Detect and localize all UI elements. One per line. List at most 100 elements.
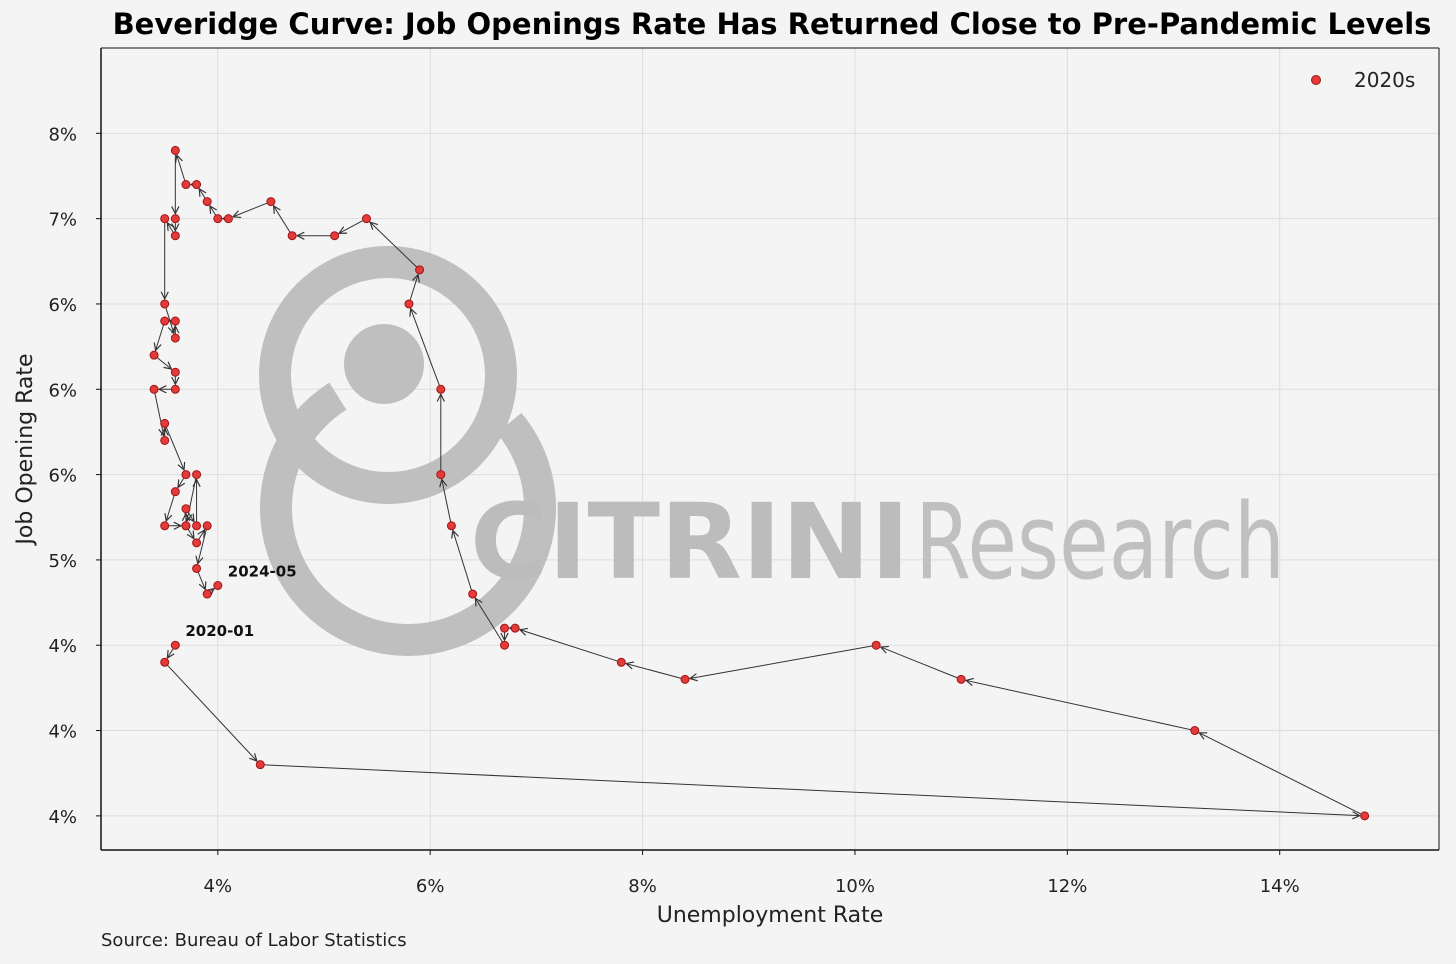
series-arrow-40 <box>164 423 184 470</box>
citrini-watermark: CITRINI Research <box>259 246 1285 656</box>
y-axis-ticks: 4% 4% 4% 5% 6% 6% 6% 7% 8% <box>48 124 101 828</box>
data-point-41 <box>181 470 191 480</box>
series-path <box>153 150 1365 817</box>
series-arrow-5 <box>881 647 962 680</box>
data-point-3 <box>1360 811 1370 821</box>
data-point-49 <box>192 538 202 548</box>
x-tick-label-2: 8% <box>628 876 657 897</box>
series-arrow-6 <box>690 644 877 678</box>
data-point-29 <box>170 231 180 241</box>
series-arrow-20 <box>274 206 293 236</box>
data-point-43 <box>160 521 170 531</box>
annotation-label-1: 2024-05 <box>228 563 297 581</box>
data-point-10 <box>500 623 510 633</box>
series-arrow-18 <box>339 218 367 234</box>
data-point-7 <box>680 674 690 684</box>
x-tick-label-1: 6% <box>416 876 445 897</box>
series-arrow-21 <box>233 201 272 217</box>
annotations: 2020-01 2024-05 <box>185 563 296 641</box>
data-point-2 <box>255 760 265 770</box>
data-point-52 <box>202 589 212 599</box>
legend-label: 2020s <box>1354 68 1415 92</box>
legend-marker <box>1311 75 1321 85</box>
data-point-39 <box>160 435 170 445</box>
series-arrow-11 <box>475 598 505 646</box>
data-point-47 <box>192 470 202 480</box>
data-point-11 <box>500 640 510 650</box>
watermark-brand-light: Research <box>915 481 1285 603</box>
data-point-37 <box>170 384 180 394</box>
series-arrow-17 <box>370 222 420 271</box>
data-point-22 <box>223 214 233 224</box>
data-point-45 <box>181 504 191 514</box>
y-tick-label-7: 7% <box>48 210 77 231</box>
data-point-33 <box>170 316 180 326</box>
data-point-18 <box>361 214 371 224</box>
data-point-9 <box>510 623 520 633</box>
data-point-27 <box>170 145 180 155</box>
data-point-42 <box>170 487 180 497</box>
data-point-19 <box>330 231 340 241</box>
series-arrow-7 <box>626 664 686 680</box>
series-arrow-42 <box>166 491 176 521</box>
x-tick-label-3: 10% <box>835 876 875 897</box>
data-point-36 <box>170 367 180 377</box>
y-tick-label-2: 4% <box>48 636 77 657</box>
series-arrow-34 <box>156 320 166 350</box>
data-point-17 <box>415 265 425 275</box>
watermark-brand-bold: CITRINI <box>470 481 910 603</box>
data-point-8 <box>616 657 626 667</box>
data-point-12 <box>468 589 478 599</box>
series-arrow-4 <box>966 680 1195 732</box>
legend: 2020s <box>1311 68 1415 92</box>
annotation-label-0: 2020-01 <box>185 622 254 640</box>
data-point-13 <box>446 521 456 531</box>
data-point-4 <box>1190 726 1200 736</box>
series-arrow-12 <box>453 531 474 595</box>
y-tick-label-0: 4% <box>48 807 77 828</box>
data-point-38 <box>149 384 159 394</box>
data-point-5 <box>956 674 966 684</box>
series-arrow-8 <box>520 630 622 663</box>
y-tick-label-5: 6% <box>48 380 77 401</box>
data-point-48 <box>181 521 191 531</box>
y-tick-label-6: 6% <box>48 295 77 316</box>
y-tick-label-8: 8% <box>48 124 77 145</box>
data-point-31 <box>160 299 170 309</box>
x-axis-label: Unemployment Rate <box>657 903 884 928</box>
data-point-1 <box>160 657 170 667</box>
series-arrow-16 <box>408 275 418 305</box>
series-arrow-2 <box>260 764 1359 816</box>
data-point-20 <box>287 231 297 241</box>
data-point-46 <box>192 521 202 531</box>
x-axis-ticks: 4% 6% 8% 10% 12% 14% <box>204 850 1300 897</box>
series-arrow-13 <box>442 479 452 526</box>
series-arrow-3 <box>1199 733 1365 817</box>
data-point-15 <box>436 384 446 394</box>
y-axis-label: Job Opening Rate <box>13 353 38 546</box>
data-point-14 <box>436 470 446 480</box>
data-point-53 <box>213 581 223 591</box>
data-point-40 <box>160 418 170 428</box>
grid-lines <box>101 48 1439 850</box>
data-point-30 <box>160 214 170 224</box>
chart-title: Beveridge Curve: Job Openings Rate Has R… <box>113 7 1432 41</box>
series-arrow-26 <box>177 155 187 185</box>
y-tick-label-4: 6% <box>48 466 77 487</box>
data-point-21 <box>266 197 276 207</box>
data-point-32 <box>170 333 180 343</box>
series-arrow-47 <box>187 474 198 521</box>
series-arrow-50 <box>198 525 208 564</box>
series-arrow-15 <box>411 309 442 390</box>
y-tick-label-3: 5% <box>48 551 77 572</box>
data-point-0 <box>170 640 180 650</box>
data-point-25 <box>192 180 202 190</box>
x-tick-label-4: 12% <box>1047 876 1087 897</box>
data-point-50 <box>202 521 212 531</box>
series-points <box>149 145 1370 821</box>
data-point-28 <box>170 214 180 224</box>
data-point-26 <box>181 180 191 190</box>
data-point-23 <box>213 214 223 224</box>
x-tick-label-0: 4% <box>204 876 233 897</box>
x-tick-label-5: 14% <box>1260 876 1300 897</box>
